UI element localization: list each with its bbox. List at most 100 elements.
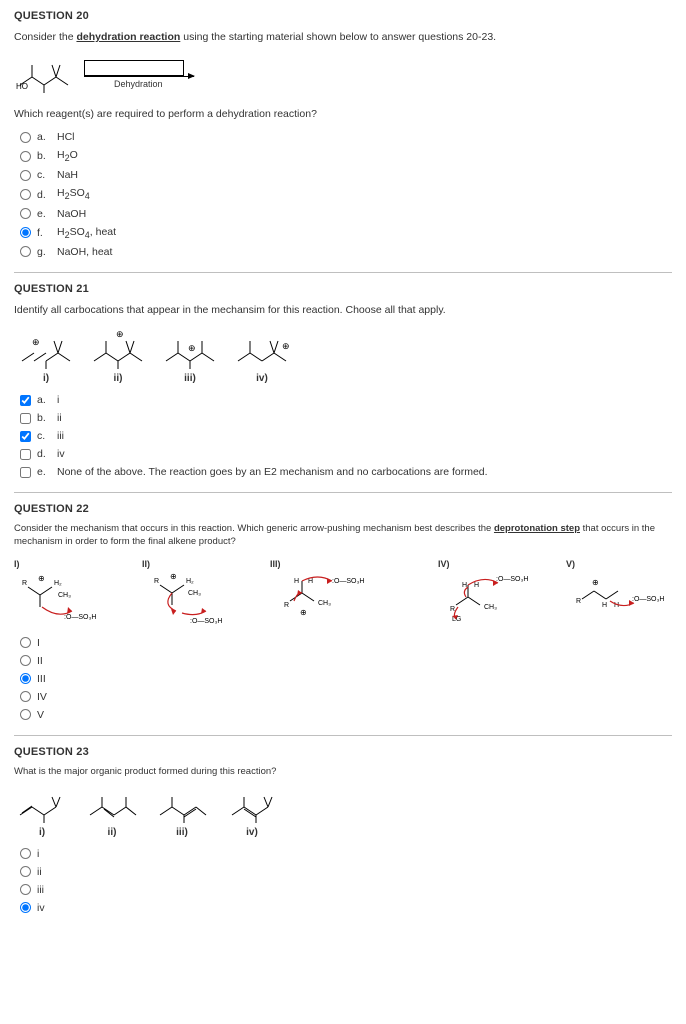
q23-opt-ii[interactable]: ii [20,866,672,878]
q21-check-a[interactable] [20,395,31,406]
q22-radio-V[interactable] [20,709,31,720]
q20-opt-e[interactable]: e.NaOH [20,208,672,220]
q20-opt-b[interactable]: b.H2O [20,149,672,163]
opt-letter: b. [37,412,51,424]
q20-subprompt: Which reagent(s) are required to perform… [14,107,672,122]
opt-text: I [37,637,40,649]
q21-check-d[interactable] [20,449,31,460]
q21-opt-a[interactable]: a.i [20,394,672,406]
mechanism-III: III) RHH CH₃⊕ :O—SO₃H [270,559,370,627]
divider [14,272,672,273]
svg-text:R: R [154,578,159,585]
carbo-label: ii) [114,373,123,384]
q22-opt-III[interactable]: III [20,673,672,685]
svg-text:⊕: ⊕ [592,578,599,587]
product-i: i) [14,787,70,838]
opt-text: None of the above. The reaction goes by … [57,466,488,478]
carbocation-ii: ⊕ ii) [88,327,148,384]
q21-opt-e[interactable]: e.None of the above. The reaction goes b… [20,466,672,478]
q23-radio-iii[interactable] [20,884,31,895]
reaction-label: Dehydration [84,79,163,89]
opt-text: IV [37,691,47,703]
q20-intro-link: dehydration reaction [76,31,180,43]
q23-opt-iii[interactable]: iii [20,884,672,896]
q20-radio-e[interactable] [20,208,31,219]
product-iii: iii) [154,787,210,838]
opt-text: II [37,655,43,667]
opt-letter: e. [37,208,51,220]
q21-opt-c[interactable]: c.iii [20,430,672,442]
q20-radio-c[interactable] [20,170,31,181]
reaction-condition-box [84,60,184,76]
q23-radio-iv[interactable] [20,902,31,913]
q22-opt-IV[interactable]: IV [20,691,672,703]
q23-products: i) ii) iii) iv) [14,787,672,838]
q23-opt-i[interactable]: i [20,848,672,860]
svg-text:R: R [576,598,581,605]
svg-text:H: H [294,578,299,585]
q20-opt-f[interactable]: f. H2SO4, heat [20,226,672,240]
q20-options: a.HCl b.H2O c.NaH d. H2SO4 e.NaOH f. H2SO4… [14,131,672,257]
q21-check-e[interactable] [20,467,31,478]
mech-label: I) [14,559,20,569]
mechanism-V: V) R⊕ HH :O—SO₃H [566,559,666,627]
q21-opt-b[interactable]: b.ii [20,412,672,424]
q20-intro-post: using the starting material shown below … [180,31,496,43]
q20-intro-pre: Consider the [14,31,76,43]
q23-radio-i[interactable] [20,848,31,859]
q21-opt-d[interactable]: d.iv [20,448,672,460]
q22-intro-pre: Consider the mechanism that occurs in th… [14,523,494,534]
starting-material-structure: HO [16,55,80,95]
q22-opt-I[interactable]: I [20,637,672,649]
q22-opt-V[interactable]: V [20,709,672,721]
opt-text: H2SO4, heat [57,226,116,240]
carbocation-iii: ⊕ iii) [160,327,220,384]
opt-text: NaH [57,169,78,181]
svg-text:⊕: ⊕ [188,343,196,353]
mech-label: IV) [438,559,450,569]
q21-check-b[interactable] [20,413,31,424]
svg-text:⊕: ⊕ [170,572,177,581]
q21-intro: Identify all carbocations that appear in… [14,303,672,318]
q21-check-c[interactable] [20,431,31,442]
q20-opt-d[interactable]: d. H2SO4 [20,187,672,201]
svg-text:⊕: ⊕ [282,341,290,351]
svg-text:⊕: ⊕ [116,329,124,339]
q20-radio-f[interactable] [20,227,31,238]
q20-opt-c[interactable]: c.NaH [20,169,672,181]
opt-letter: c. [37,430,51,442]
opt-text: NaOH, heat [57,246,112,258]
carbo-label: iii) [184,373,196,384]
prod-label: ii) [108,827,117,838]
q21-structures: ⊕ i) ⊕ ii) ⊕ iii) ⊕ iv) [16,327,672,384]
q20-radio-g[interactable] [20,246,31,257]
opt-letter: f. [37,227,51,239]
mechanism-II: II) RH₂CH₃ ⊕ :O—SO₃H [142,559,242,627]
q22-options: I II III IV V [14,637,672,721]
svg-text::O—SO₃H: :O—SO₃H [332,578,364,585]
reaction-arrow: Dehydration [84,60,194,89]
opt-text: H2SO4 [57,187,90,201]
svg-text::O—SO₃H: :O—SO₃H [64,614,96,621]
q22-radio-II[interactable] [20,655,31,666]
svg-text:H₂: H₂ [186,578,194,585]
q23-radio-ii[interactable] [20,866,31,877]
q20-radio-b[interactable] [20,151,31,162]
svg-text:H: H [602,602,607,609]
q20-opt-g[interactable]: g.NaOH, heat [20,246,672,258]
product-iv: iv) [224,787,280,838]
q22-radio-I[interactable] [20,637,31,648]
q20-radio-a[interactable] [20,132,31,143]
opt-text: ii [37,866,42,878]
svg-text:R: R [284,602,289,609]
opt-text: iv [37,902,45,914]
q23-opt-iv[interactable]: iv [20,902,672,914]
q22-radio-IV[interactable] [20,691,31,702]
svg-text:CH₃: CH₃ [188,590,201,597]
q20-opt-a[interactable]: a.HCl [20,131,672,143]
q22-radio-III[interactable] [20,673,31,684]
opt-letter: d. [37,189,51,201]
question-22: QUESTION 22 Consider the mechanism that … [14,503,672,721]
q22-opt-II[interactable]: II [20,655,672,667]
q20-radio-d[interactable] [20,189,31,200]
